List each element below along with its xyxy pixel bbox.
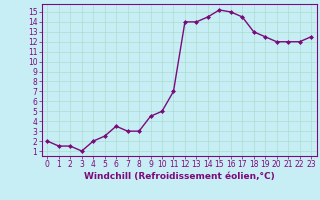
X-axis label: Windchill (Refroidissement éolien,°C): Windchill (Refroidissement éolien,°C): [84, 172, 275, 181]
